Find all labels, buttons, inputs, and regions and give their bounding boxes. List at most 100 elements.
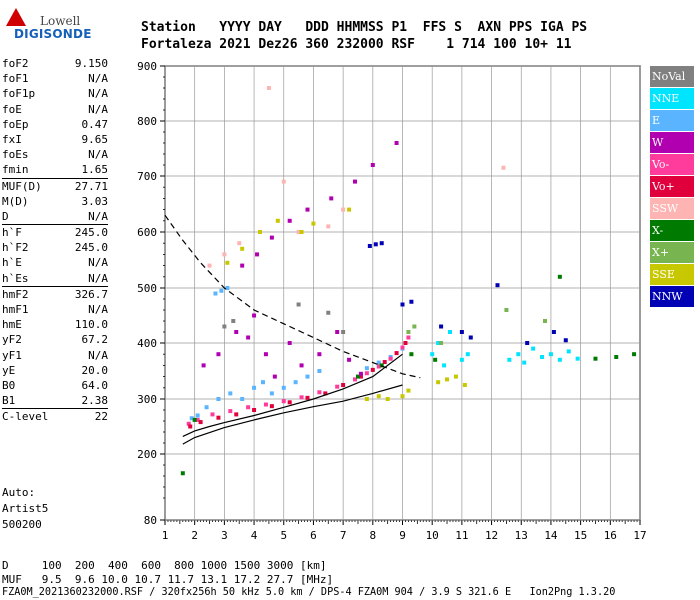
x-tick-label: 9 — [399, 529, 406, 542]
param-value: 2.38 — [81, 394, 109, 408]
data-point-nnw — [409, 299, 414, 304]
data-point-x — [632, 352, 637, 357]
data-point-w — [394, 141, 399, 145]
data-point-vo — [186, 421, 191, 426]
param-name: h`E — [2, 256, 22, 270]
data-point-noval — [296, 302, 301, 307]
data-point-e — [269, 391, 274, 396]
param-row: foEs N/A — [2, 147, 108, 162]
y-tick-label: 500 — [137, 282, 157, 295]
data-point-vo — [269, 404, 274, 409]
legend-item: SSE — [650, 264, 694, 285]
data-point-e — [252, 385, 257, 390]
auto-version: 500200 — [2, 518, 42, 531]
x-tick-label: 2 — [191, 529, 198, 542]
data-point-vo — [400, 345, 405, 350]
data-point-x — [433, 357, 438, 362]
param-name: h`F2 — [2, 241, 29, 255]
logo-lowell: Lowell — [40, 14, 81, 28]
data-point-ssw — [296, 230, 301, 234]
data-point-sse — [453, 374, 458, 379]
data-point-x — [180, 471, 185, 476]
data-point-vo — [299, 395, 304, 400]
data-point-nne — [448, 330, 452, 334]
data-point-w — [317, 352, 322, 357]
y-tick-label: 300 — [137, 393, 157, 406]
param-value: N/A — [88, 348, 108, 362]
dashed-model-curve — [164, 214, 421, 379]
data-point-ssw — [266, 86, 271, 90]
data-point-noval — [326, 310, 331, 315]
data-point-nnw — [379, 241, 384, 246]
param-value: 1.65 — [81, 163, 109, 177]
param-name: hmE — [2, 318, 22, 332]
param-row: M(D) 3.03 — [2, 194, 108, 209]
data-point-vo — [210, 412, 215, 417]
param-row: hmF1 N/A — [2, 302, 108, 317]
data-point-nne — [459, 357, 464, 362]
y-tick-label: 700 — [137, 170, 157, 183]
data-point-x — [614, 355, 619, 359]
data-point-x — [593, 356, 598, 361]
data-point-nnw — [495, 283, 500, 288]
data-point-vo — [252, 408, 257, 412]
param-value: 245.0 — [74, 241, 108, 255]
data-point-e — [305, 374, 310, 379]
data-point-vo — [188, 424, 193, 429]
y-tick-label: 200 — [137, 448, 157, 461]
data-point-nne — [548, 352, 553, 357]
param-name: h`F — [2, 226, 22, 240]
x-tick-label: 14 — [544, 529, 558, 542]
param-value: 67.2 — [81, 333, 109, 347]
param-name: foF2 — [2, 57, 29, 70]
y-tick-label: 400 — [137, 337, 157, 350]
data-point-noval — [222, 324, 227, 329]
x-tick-label: 17 — [633, 529, 646, 542]
data-point-x — [557, 274, 562, 279]
data-point-vo — [394, 351, 399, 356]
param-row: foF2 9.150 — [2, 56, 108, 71]
param-name: yF2 — [2, 333, 22, 347]
footer-muf: MUF 9.5 9.6 10.0 10.7 11.7 13.1 17.2 27.… — [2, 573, 334, 586]
param-row: C-level 22 — [2, 408, 108, 424]
param-row: hmE 110.0 — [2, 317, 108, 332]
data-point-nnw — [525, 341, 530, 345]
data-point-ssw — [341, 207, 346, 212]
param-value: N/A — [88, 256, 108, 270]
header-labels: Station YYYY DAY DDD HHMMSS P1 FFS S AXN… — [141, 20, 588, 35]
param-row: B0 64.0 — [2, 378, 108, 393]
param-value: N/A — [88, 148, 108, 162]
legend-item: E — [650, 110, 694, 131]
data-point-e — [225, 286, 230, 290]
data-point-ssw — [237, 241, 242, 246]
data-point-e — [376, 360, 381, 365]
data-point-w — [358, 371, 363, 376]
x-tick-label: 13 — [515, 529, 528, 542]
x-tick-label: 6 — [310, 529, 317, 542]
data-point-sse — [299, 230, 304, 234]
legend-item: NoVal — [650, 66, 694, 87]
profile-curve — [182, 353, 403, 437]
data-point-e — [213, 291, 218, 296]
data-point-w — [263, 352, 268, 357]
y-tick-label: 800 — [137, 115, 157, 128]
data-point-e — [204, 405, 209, 410]
data-point-ssw — [281, 179, 286, 184]
data-point-vo — [323, 391, 328, 396]
data-point-e — [219, 288, 224, 293]
param-value: N/A — [88, 72, 108, 86]
profile-curve — [182, 384, 403, 445]
x-tick-label: 12 — [485, 529, 498, 542]
x-tick-label: 5 — [280, 529, 287, 542]
legend-item: W — [650, 132, 694, 153]
data-point-w — [216, 352, 221, 357]
x-tick-label: 16 — [604, 529, 617, 542]
param-name: foEs — [2, 148, 29, 162]
data-point-nnw — [373, 242, 378, 247]
legend-item: NNW — [650, 286, 694, 307]
param-row: h`F 245.0 — [2, 224, 108, 240]
data-point-ssw — [326, 224, 331, 229]
data-point-vo — [370, 367, 375, 372]
auto-program: Artist5 — [2, 502, 49, 515]
